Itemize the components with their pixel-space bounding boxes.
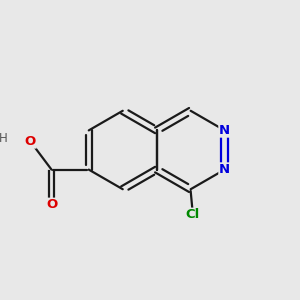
Text: Cl: Cl — [185, 208, 200, 221]
Text: O: O — [46, 198, 57, 212]
Text: O: O — [25, 135, 36, 148]
Text: N: N — [219, 124, 230, 137]
Text: N: N — [219, 163, 230, 176]
Text: H: H — [0, 132, 8, 145]
